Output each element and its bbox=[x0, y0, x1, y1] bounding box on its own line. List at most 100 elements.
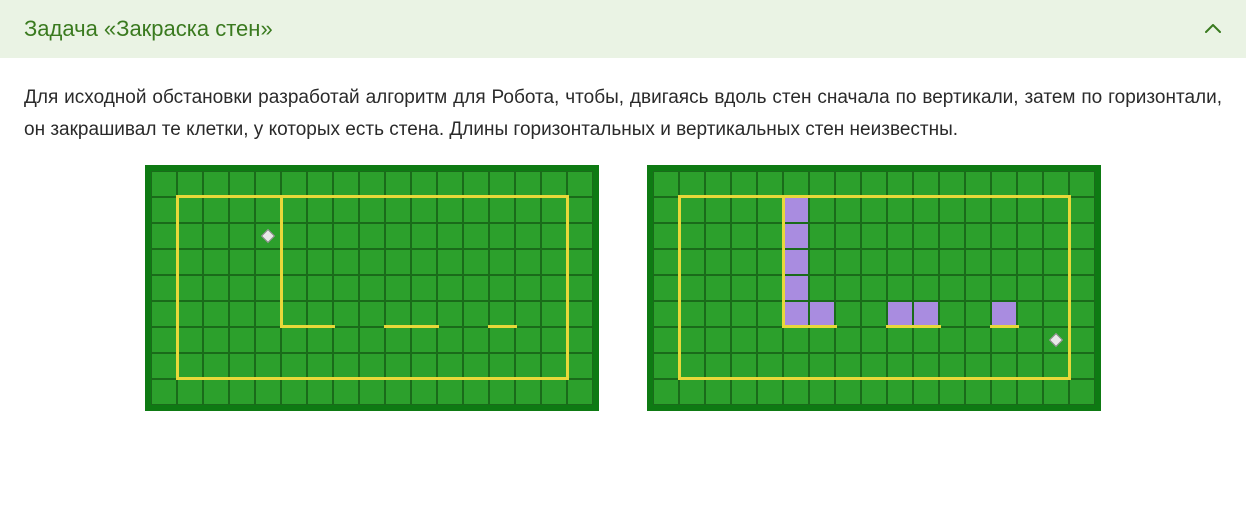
grid-cell bbox=[783, 379, 809, 405]
wall-h bbox=[782, 325, 837, 328]
grid-cell bbox=[653, 327, 679, 353]
grid-cell bbox=[653, 249, 679, 275]
grid-cell bbox=[913, 379, 939, 405]
grid-cell bbox=[757, 353, 783, 379]
grid-cell bbox=[913, 301, 939, 327]
grid-cell bbox=[1043, 249, 1069, 275]
grid-cell bbox=[203, 301, 229, 327]
grid-cell bbox=[281, 197, 307, 223]
grid-cell bbox=[887, 353, 913, 379]
grid-cell bbox=[489, 327, 515, 353]
grid-cell bbox=[307, 249, 333, 275]
grid-cell bbox=[359, 353, 385, 379]
grid-cell bbox=[255, 275, 281, 301]
grid-cell bbox=[965, 301, 991, 327]
grid-cell bbox=[177, 223, 203, 249]
grid-cell bbox=[515, 379, 541, 405]
grid-cell bbox=[229, 249, 255, 275]
grid-cell bbox=[809, 223, 835, 249]
grid-cell bbox=[385, 275, 411, 301]
grid-cell bbox=[255, 301, 281, 327]
grid-cell bbox=[203, 197, 229, 223]
grid-cell bbox=[1043, 353, 1069, 379]
grid-cell bbox=[965, 379, 991, 405]
grid-cell bbox=[515, 353, 541, 379]
grid-cell bbox=[809, 275, 835, 301]
grid-cell bbox=[359, 197, 385, 223]
grid-cell bbox=[939, 379, 965, 405]
grid-cell bbox=[229, 275, 255, 301]
grid-cell bbox=[1043, 197, 1069, 223]
grid-cell bbox=[783, 223, 809, 249]
grid-cell bbox=[255, 353, 281, 379]
task-title: Задача «Закраска стен» bbox=[24, 16, 273, 42]
grid-cell bbox=[939, 223, 965, 249]
grid-cell bbox=[757, 197, 783, 223]
grid-cell bbox=[679, 301, 705, 327]
grid-cell bbox=[1043, 275, 1069, 301]
grid-cell bbox=[359, 301, 385, 327]
grid-cell bbox=[489, 197, 515, 223]
task-header[interactable]: Задача «Закраска стен» bbox=[0, 0, 1246, 58]
wall-h bbox=[384, 325, 439, 328]
grid-cell bbox=[333, 327, 359, 353]
grid-cell bbox=[1069, 327, 1095, 353]
grid-cell bbox=[653, 353, 679, 379]
grid-cell bbox=[887, 301, 913, 327]
grid-cell bbox=[783, 171, 809, 197]
grid-cell bbox=[809, 197, 835, 223]
grid-cell bbox=[151, 353, 177, 379]
grid-cell bbox=[307, 353, 333, 379]
grid-cell bbox=[991, 327, 1017, 353]
grid-cell bbox=[541, 379, 567, 405]
grid-cell bbox=[515, 197, 541, 223]
grid-cell bbox=[437, 353, 463, 379]
wall-v bbox=[280, 195, 283, 328]
grid-cell bbox=[255, 249, 281, 275]
grid-cell bbox=[385, 223, 411, 249]
grid-cell bbox=[1069, 275, 1095, 301]
grid-cell bbox=[411, 223, 437, 249]
grid-cell bbox=[411, 301, 437, 327]
grid-cell bbox=[1069, 197, 1095, 223]
grid-cell bbox=[965, 353, 991, 379]
grid-cell bbox=[965, 223, 991, 249]
grid-cell bbox=[757, 301, 783, 327]
grid-cell bbox=[385, 171, 411, 197]
grid-cell bbox=[1017, 379, 1043, 405]
grid-cell bbox=[541, 353, 567, 379]
grid-cell bbox=[653, 301, 679, 327]
grid-result bbox=[647, 165, 1101, 411]
grid-cell bbox=[489, 275, 515, 301]
grid-cell bbox=[653, 379, 679, 405]
grid-cell bbox=[203, 171, 229, 197]
grid-cell bbox=[861, 249, 887, 275]
grid-cell bbox=[177, 171, 203, 197]
grid-cell bbox=[705, 301, 731, 327]
grid-cell bbox=[203, 275, 229, 301]
grid-cell bbox=[489, 249, 515, 275]
grid-cell bbox=[385, 249, 411, 275]
grid-cell bbox=[151, 223, 177, 249]
grid-cell bbox=[151, 379, 177, 405]
grid-cell bbox=[567, 327, 593, 353]
grid-cell bbox=[1069, 223, 1095, 249]
grid-cell bbox=[437, 171, 463, 197]
grid-cell bbox=[333, 197, 359, 223]
grid-cell bbox=[783, 353, 809, 379]
wall-h bbox=[678, 377, 1071, 380]
grid-cell bbox=[913, 353, 939, 379]
grid-cell bbox=[541, 275, 567, 301]
grid-cell bbox=[307, 301, 333, 327]
grid-cell bbox=[809, 301, 835, 327]
wall-h bbox=[176, 195, 569, 198]
grid-cell bbox=[515, 249, 541, 275]
grid-cell bbox=[463, 353, 489, 379]
grid-cell bbox=[991, 379, 1017, 405]
grid-cell bbox=[835, 379, 861, 405]
grid-cell bbox=[1069, 249, 1095, 275]
grid-cell bbox=[515, 301, 541, 327]
grid-cell bbox=[151, 301, 177, 327]
grid-cell bbox=[203, 249, 229, 275]
grid-cell bbox=[1017, 275, 1043, 301]
